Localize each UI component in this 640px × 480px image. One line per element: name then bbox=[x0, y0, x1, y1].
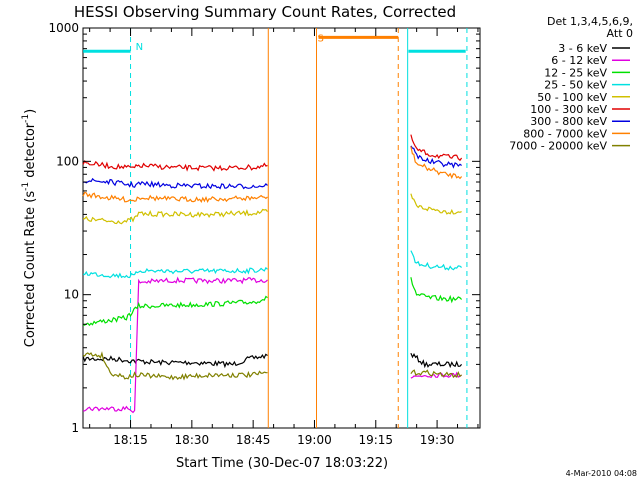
legend-label: 50 - 100 keV bbox=[537, 91, 607, 104]
series-line bbox=[83, 276, 463, 414]
x-tick-label: 18:30 bbox=[175, 433, 210, 447]
x-axis-label: Start Time (30-Dec-07 18:03:22) bbox=[176, 456, 388, 471]
series-path bbox=[82, 160, 268, 172]
chart-title: HESSI Observing Summary Count Rates, Cor… bbox=[74, 3, 456, 21]
y-tick-label: 1 bbox=[71, 421, 79, 435]
y-axis: 1 10 100 1000 bbox=[48, 21, 480, 435]
legend-label: 12 - 25 keV bbox=[544, 66, 607, 79]
legend-label: 25 - 50 keV bbox=[544, 79, 607, 92]
plot-frame bbox=[82, 27, 481, 429]
series-line bbox=[83, 277, 463, 327]
series-line bbox=[83, 193, 462, 225]
y-tick-label: 10 bbox=[64, 288, 79, 302]
annotation-label: N bbox=[136, 42, 143, 53]
series-line bbox=[82, 134, 463, 172]
series-path bbox=[410, 146, 463, 180]
series-path bbox=[82, 191, 268, 204]
y-tick-label: 100 bbox=[56, 154, 79, 168]
series-path bbox=[410, 369, 462, 379]
series-path bbox=[83, 208, 268, 225]
series-path bbox=[410, 134, 463, 162]
legend-header-1: Det 1,3,4,5,6,9, bbox=[547, 15, 633, 28]
y-tick-label: 1000 bbox=[48, 21, 79, 35]
legend-label: 6 - 12 keV bbox=[551, 54, 607, 67]
legend-label: 3 - 6 keV bbox=[558, 42, 607, 55]
series-line bbox=[82, 145, 462, 190]
series-path bbox=[83, 266, 268, 279]
series-path bbox=[410, 250, 462, 271]
legend-label: 800 - 7000 keV bbox=[523, 127, 607, 140]
series-path bbox=[410, 352, 463, 369]
x-tick-label: 19:00 bbox=[297, 433, 332, 447]
date-stamp: 4-Mar-2010 04:08 bbox=[566, 469, 637, 478]
x-tick-label: 18:15 bbox=[113, 433, 148, 447]
series-line bbox=[82, 146, 463, 204]
series-path bbox=[410, 371, 463, 379]
y-axis-label-end: ) bbox=[23, 109, 38, 114]
series-path bbox=[410, 277, 463, 304]
series-path bbox=[82, 353, 268, 369]
y-axis-label-sup-1: -1 bbox=[21, 182, 31, 191]
series-path bbox=[83, 276, 268, 414]
legend-label: 100 - 300 keV bbox=[530, 103, 607, 116]
series-line bbox=[83, 250, 462, 279]
series-path bbox=[410, 145, 462, 169]
legend-label: 7000 - 20000 keV bbox=[509, 140, 607, 153]
y-axis-label-main: Corrected Count Rate (s bbox=[23, 191, 38, 348]
legend-header-2: Att 0 bbox=[607, 27, 633, 40]
x-tick-label: 19:30 bbox=[420, 433, 455, 447]
series-path bbox=[82, 177, 268, 190]
x-tick-label: 18:45 bbox=[236, 433, 271, 447]
legend-label: 300 - 800 keV bbox=[530, 115, 607, 128]
y-axis-label-sup-2: -1 bbox=[21, 114, 31, 123]
series-path bbox=[82, 351, 268, 381]
y-axis-label-mid: detector bbox=[23, 122, 38, 182]
plot-area: NS bbox=[82, 27, 481, 429]
series-line bbox=[82, 351, 462, 381]
x-tick-label: 19:15 bbox=[358, 433, 393, 447]
series-path bbox=[410, 193, 462, 215]
x-axis: 18:15 18:30 18:45 19:00 19:15 19:30 bbox=[89, 28, 479, 447]
series-path bbox=[83, 295, 268, 327]
annotation-label: S bbox=[317, 33, 323, 44]
y-axis-label: Corrected Count Rate (s-1 detector-1) bbox=[21, 109, 38, 347]
series-line bbox=[82, 352, 463, 369]
